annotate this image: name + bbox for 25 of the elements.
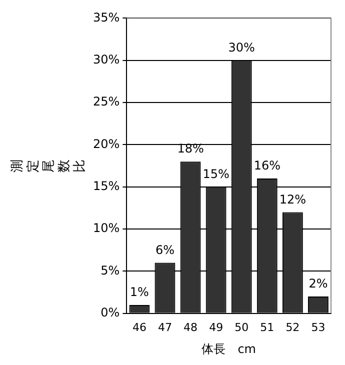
data-label: 2% — [308, 276, 328, 291]
x-tick-label: 49 — [209, 320, 224, 334]
x-tick-label: 51 — [260, 320, 274, 334]
y-tick-label: 30% — [93, 52, 120, 66]
x-tick-label: 50 — [234, 320, 249, 334]
data-label: 30% — [228, 40, 255, 54]
y-axis-title: 測定尾数比 — [10, 159, 88, 172]
y-tick-label: 20% — [93, 136, 120, 151]
y-tick-label: 35% — [93, 10, 120, 24]
data-label: 1% — [130, 285, 149, 300]
data-label: 12% — [279, 192, 306, 206]
y-tick-label: 10% — [93, 221, 120, 236]
x-tick-label: 46 — [132, 320, 146, 334]
y-tick-label: 25% — [93, 94, 120, 109]
x-axis-title: 体長 cm — [202, 342, 256, 356]
x-tick-label: 48 — [184, 320, 198, 334]
x-tick-label: 53 — [311, 320, 326, 334]
x-tick-label: 47 — [158, 320, 172, 334]
data-label: 15% — [202, 167, 230, 182]
y-tick-label: 5% — [100, 263, 120, 278]
y-tick-label: 15% — [93, 179, 120, 194]
y-tick-label: 0% — [100, 306, 120, 320]
data-label: 6% — [155, 242, 175, 257]
x-tick-label: 52 — [286, 320, 300, 334]
data-label: 16% — [254, 158, 280, 173]
